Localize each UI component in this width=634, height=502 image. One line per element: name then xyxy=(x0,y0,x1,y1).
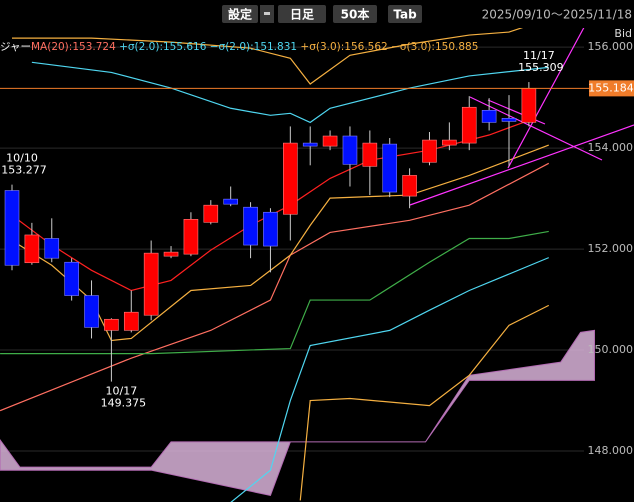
candle-body xyxy=(342,135,358,165)
y-tick-label: 148.000 xyxy=(588,444,634,457)
legend-prefix: ジャー xyxy=(0,41,31,53)
candles-layer xyxy=(4,82,537,382)
candle-body xyxy=(163,251,179,257)
candle-body xyxy=(481,109,497,123)
legend-label: −σ(2.0): xyxy=(210,41,254,53)
toolbar: 設定 日足 50本 Tab 2025/09/10〜2025/11/18 xyxy=(0,0,634,28)
candle-body xyxy=(382,143,398,193)
cloud-layer xyxy=(0,329,595,497)
trend-line xyxy=(507,19,589,169)
indicator-line xyxy=(12,28,524,85)
toolbar-button-label[interactable]: 50本 xyxy=(341,7,370,22)
cloud-area xyxy=(0,329,595,497)
toolbar-button-label[interactable]: Tab xyxy=(393,8,417,22)
legend-value: 151.831 xyxy=(254,41,297,53)
candle-body xyxy=(4,190,20,266)
candle-body xyxy=(283,142,298,215)
legend-value: 156.562 xyxy=(344,41,387,53)
y-tick-label: 154.000 xyxy=(588,141,634,154)
toolbar-button-label[interactable]: 設定 xyxy=(228,7,252,22)
indicator-line xyxy=(31,61,549,124)
candle-body xyxy=(64,261,79,296)
legend-label: MA(20): xyxy=(31,41,72,53)
overlay: 148.000 150.000 152.000 154.000 156.000 155.1… xyxy=(0,27,634,457)
toolbar-button[interactable] xyxy=(333,5,377,23)
candle-body xyxy=(84,295,99,328)
legend-label: +σ(3.0): xyxy=(300,41,344,53)
date-range: 2025/09/10〜2025/11/18 xyxy=(482,8,632,22)
candle-body xyxy=(302,142,318,147)
candle-body xyxy=(223,198,238,205)
current-price-label: 155.184 xyxy=(588,81,634,94)
legend-value: 155.616 xyxy=(163,41,207,53)
toolbar-button[interactable] xyxy=(388,5,422,23)
candle-body xyxy=(402,175,417,197)
annotation-price: 149.375 xyxy=(101,397,147,410)
toolbar-icon-mark xyxy=(264,12,270,15)
toolbar-button-label[interactable]: 日足 xyxy=(290,8,314,22)
candle-body xyxy=(501,118,517,122)
annotation-date: 10/17 xyxy=(106,385,138,398)
annotation-price: 153.277 xyxy=(1,164,47,177)
candle-body xyxy=(322,135,338,147)
candle-body xyxy=(44,238,60,259)
annotation-date: 11/17 xyxy=(523,49,555,62)
y-tick-label: 152.000 xyxy=(588,242,634,255)
indicator-line xyxy=(0,230,549,355)
grid xyxy=(0,46,584,452)
candle-body xyxy=(143,252,159,316)
side-label: Bid xyxy=(614,27,632,40)
candle-body xyxy=(24,234,40,264)
indicator-line xyxy=(299,304,550,501)
toolbar-button[interactable] xyxy=(278,5,326,23)
trend-lines xyxy=(409,19,634,206)
legend-label: +σ(2.0): xyxy=(119,41,163,53)
annotation-price: 155.309 xyxy=(518,61,564,74)
toolbar-button[interactable] xyxy=(222,5,258,23)
current-price-tag xyxy=(589,80,634,97)
y-tick-label: 156.000 xyxy=(588,40,634,53)
trend-line xyxy=(409,124,634,206)
legend-label: −σ(3.0): xyxy=(391,41,435,53)
candle-body xyxy=(104,318,119,331)
candle-body xyxy=(203,204,219,223)
annotation-date: 10/10 xyxy=(6,152,38,165)
candle-body xyxy=(123,311,139,331)
indicator-line xyxy=(230,257,549,502)
y-tick-label: 150.000 xyxy=(588,343,634,356)
trend-line xyxy=(469,96,603,161)
legend-value: 150.885 xyxy=(435,41,478,53)
candle-body xyxy=(461,106,477,144)
candle-body xyxy=(243,206,258,246)
candle-body xyxy=(263,211,278,247)
candle-body xyxy=(442,139,457,146)
candle-body xyxy=(183,219,199,255)
legend: ジャーMA(20):153.724 +σ(2.0):155.616 −σ(2.0… xyxy=(0,41,478,53)
candle-body xyxy=(362,142,378,167)
candle-body xyxy=(422,139,437,163)
legend-value: 153.724 xyxy=(72,41,116,53)
candle-body xyxy=(521,88,537,123)
